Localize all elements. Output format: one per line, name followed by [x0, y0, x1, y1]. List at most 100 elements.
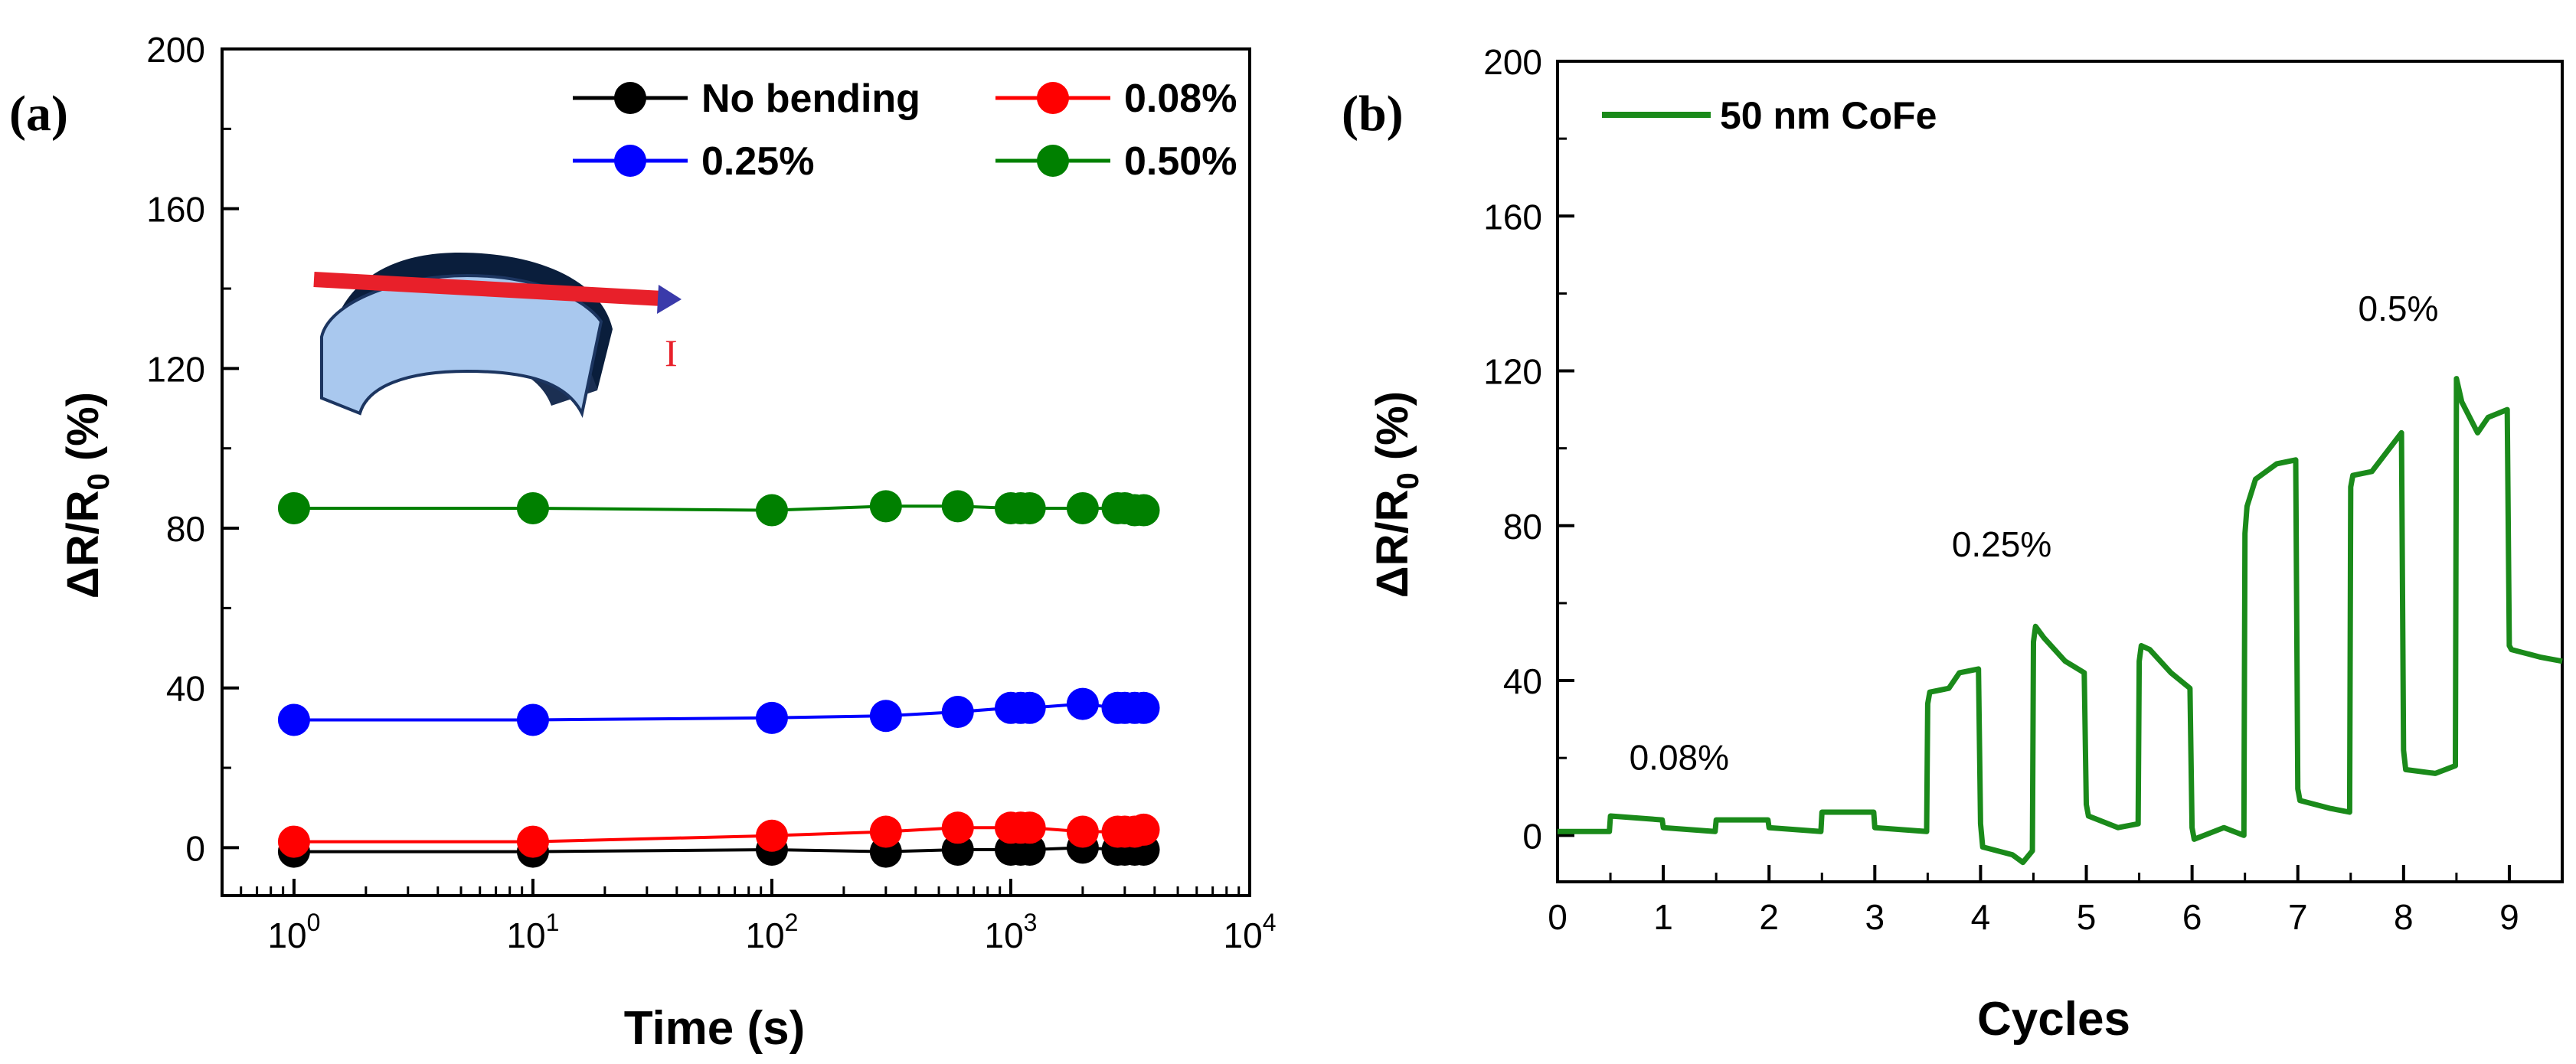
data-point-0.50%: [1013, 491, 1046, 524]
legend-marker: [614, 82, 646, 114]
x-tick-label: 7: [2288, 897, 2308, 937]
data-point-0.08%: [1127, 813, 1160, 846]
data-point-0.50%: [941, 490, 974, 523]
data-point-0.25%: [1013, 691, 1046, 724]
data-point-0.50%: [1127, 494, 1160, 527]
data-point-0.08%: [869, 815, 902, 848]
annotation-strain-label: 0.08%: [1630, 737, 1729, 777]
y-tick-label: 160: [146, 190, 205, 230]
panel-a-legend: No bending 0.08% 0.25% 0.50%: [573, 77, 1237, 184]
x-axis-label: Time (s): [624, 1002, 806, 1055]
x-tick-label: 2: [1759, 897, 1779, 937]
x-tick-label: 1: [1653, 897, 1673, 937]
data-point-0.08%: [277, 825, 310, 858]
data-point-0.08%: [941, 811, 974, 844]
data-point-0.50%: [516, 491, 549, 524]
panel-b-series: [1558, 376, 2563, 866]
panel-b-legend: 50 nm CoFe: [1602, 94, 1937, 137]
legend-label: 0.50%: [1124, 139, 1237, 184]
panel-b-annotations: 0.08% 0.25% 0.5%: [1630, 289, 2439, 778]
y-tick-label: 200: [1483, 42, 1542, 82]
x-tick-label: 102: [745, 909, 798, 955]
y-tick-label: 120: [146, 349, 205, 389]
x-tick-label: 103: [984, 909, 1037, 955]
data-point-0.08%: [1013, 811, 1046, 844]
data-point-0.25%: [755, 701, 788, 734]
current-arrow-line: [313, 272, 663, 306]
y-tick-label: 0: [185, 828, 205, 868]
y-tick-label: 0: [1522, 816, 1542, 856]
panel-a-label: (a): [9, 86, 68, 142]
legend-label: 50 nm CoFe: [1720, 94, 1937, 137]
data-point-0.50%: [277, 491, 310, 524]
x-tick-label-exponent: 1: [546, 909, 560, 936]
x-tick-label: 104: [1224, 909, 1277, 955]
x-tick-label-base: 10: [506, 915, 545, 955]
x-tick-label: 9: [2499, 897, 2519, 937]
x-tick-label: 5: [2077, 897, 2097, 937]
data-point-0.25%: [869, 700, 902, 733]
data-point-0.25%: [1127, 691, 1160, 724]
legend-label: 0.08%: [1124, 77, 1237, 121]
x-tick-label: 3: [1865, 897, 1885, 937]
y-tick-label: 80: [1503, 507, 1542, 547]
panel-b: (b) 0 40 80 120 160 200 0 1 2 3 4 5 6 7 8 9 Cycles ΔR/R0 …: [1342, 42, 2564, 1046]
panel-b-ylabel-main: ΔR/R: [1368, 490, 1417, 599]
legend-marker: [1037, 145, 1069, 177]
x-tick-label-exponent: 4: [1263, 909, 1277, 936]
x-tick-label-exponent: 0: [307, 909, 321, 936]
panel-a-ylabel: ΔR/R0 (%): [58, 392, 116, 599]
x-tick-label: 101: [506, 909, 559, 955]
panel-a-series: [277, 490, 1160, 868]
current-label: I: [665, 331, 678, 374]
current-arrow-head: [657, 285, 682, 314]
data-point-0.25%: [277, 703, 310, 736]
x-tick-label-base: 10: [267, 915, 306, 955]
y-tick-label: 200: [146, 30, 205, 70]
y-tick-label: 160: [1483, 197, 1542, 237]
x-axis-label: Cycles: [1977, 993, 2130, 1046]
panel-b-ylabel-tail: (%): [1368, 391, 1417, 472]
panel-a-gridless-plot: I: [313, 253, 682, 419]
y-tick-label: 40: [1503, 661, 1542, 701]
data-point-0.50%: [755, 494, 788, 527]
data-point-0.25%: [941, 696, 974, 729]
x-tick-label: 0: [1548, 897, 1568, 937]
x-tick-label-base: 10: [984, 915, 1023, 955]
bending-inset: I: [313, 253, 682, 419]
legend-marker: [614, 145, 646, 177]
x-tick-label: 6: [2182, 897, 2202, 937]
data-point-0.25%: [516, 703, 549, 736]
panel-a-ylabel-tail: (%): [58, 392, 108, 473]
panel-b-label: (b): [1342, 86, 1404, 142]
data-point-0.08%: [516, 825, 549, 858]
x-tick-label: 8: [2394, 897, 2414, 937]
data-point-0.50%: [869, 490, 902, 523]
panel-b-ylabel: ΔR/R0 (%): [1368, 391, 1425, 598]
y-tick-label: 80: [166, 509, 205, 549]
annotation-strain-label: 0.25%: [1952, 524, 2051, 564]
data-point-No bending: [941, 834, 974, 867]
data-point-0.08%: [755, 819, 788, 852]
y-tick-label: 40: [166, 669, 205, 709]
x-tick-label-base: 10: [1224, 915, 1263, 955]
x-tick-label-exponent: 2: [785, 909, 799, 936]
data-point-0.08%: [1066, 815, 1099, 848]
x-tick-label-exponent: 3: [1024, 909, 1038, 936]
data-point-0.25%: [1066, 687, 1099, 720]
y-tick-label: 120: [1483, 352, 1542, 392]
plot-frame: [1556, 60, 2564, 883]
annotation-strain-label: 0.5%: [2359, 289, 2439, 328]
data-point-0.50%: [1066, 491, 1099, 524]
x-tick-label-base: 10: [745, 915, 784, 955]
panel-a-ylabel-subscript: 0: [82, 473, 116, 490]
x-tick-label: 100: [267, 909, 320, 955]
legend-label: No bending: [701, 77, 920, 121]
panel-a-ylabel-main: ΔR/R: [58, 491, 108, 599]
legend-marker: [1037, 82, 1069, 114]
